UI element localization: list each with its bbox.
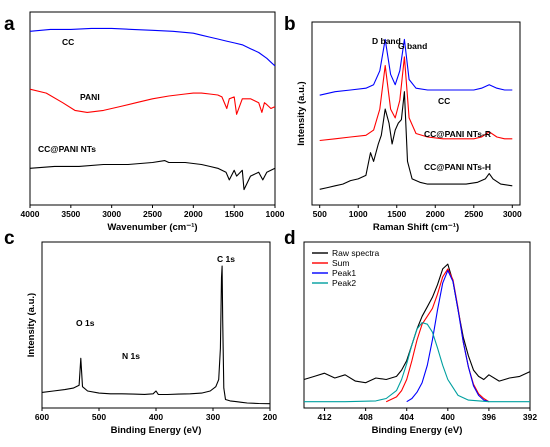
x-tick-label: 2500 [464,209,483,219]
y-axis-label: Intensity (a.u.) [296,81,307,145]
x-tick-label: 3000 [503,209,522,219]
series-label: PANI [80,92,100,102]
x-tick-label: 1500 [225,209,244,219]
x-tick-label: 2000 [426,209,445,219]
panel-label-a: a [4,14,15,35]
peak-annotation: D band [372,36,401,46]
x-tick-label: 1000 [266,209,285,219]
peak-annotation: O 1s [76,318,95,328]
series-line-b-2 [319,91,513,190]
x-tick-label: 2500 [143,209,162,219]
plot-frame [311,21,521,206]
x-tick-label: 1000 [349,209,368,219]
series-label: CC@PANI NTs-H [424,162,491,172]
x-tick-label: 392 [523,412,537,422]
x-tick-label: 300 [206,412,220,422]
legend-entry: Sum [332,258,349,268]
x-tick-label: 500 [313,209,327,219]
peak-annotation: N 1s [122,351,140,361]
panel-label-b: b [284,14,296,35]
series-line-d-2 [406,269,490,403]
x-tick-label: 404 [400,412,414,422]
x-tick-label: 500 [92,412,106,422]
panel-a: a 4000 3500 3000 2500 2000 1500 1000 Wavenumber … [4,11,285,233]
plot-frame [303,241,531,409]
legend-entry: Peak2 [332,278,356,288]
series-label: CC@PANI NTs-R [424,129,491,139]
series-label: CC@PANI NTs [38,144,96,154]
y-axis-label: Intensity (a.u.) [26,293,37,357]
x-tick-label: 3500 [61,209,80,219]
series-line-b-1 [319,56,513,142]
x-tick-label: 400 [441,412,455,422]
legend-entry: Peak1 [332,268,356,278]
panel-b: b 500 1000 1500 2000 2500 3000 Raman Shift (cm⁻… [284,14,522,233]
x-tick-label: 396 [482,412,496,422]
series-line-d-1 [385,268,490,403]
series-line-a-2 [29,160,276,191]
peak-annotation: C 1s [217,254,235,264]
x-tick-label: 4000 [21,209,40,219]
series-label: CC [62,37,74,47]
x-tick-label: 1500 [387,209,406,219]
series-line-d-3 [304,322,530,403]
panel-label-d: d [284,228,296,249]
x-tick-label: 600 [35,412,49,422]
series-line-b-0 [319,38,513,96]
series-line-a-0 [29,27,276,67]
x-tick-label: 408 [359,412,373,422]
x-tick-label: 200 [263,412,277,422]
x-tick-label: 412 [317,412,331,422]
x-axis-label: Wavenumber (cm⁻¹) [107,222,197,233]
legend-entry: Raw spectra [332,248,380,258]
panel-label-c: c [4,228,15,249]
peak-annotation: G band [398,41,427,51]
x-axis-label: Binding Energy (eV) [372,425,463,436]
series-label: CC [438,96,450,106]
panel-d: d 412 408 404 400 396 392 Binding Energy (eV) Ra… [284,228,537,436]
series-line-a-1 [29,88,276,115]
x-tick-label: 2000 [184,209,203,219]
x-tick-label: 3000 [102,209,121,219]
series-line-d-0 [303,263,531,384]
x-axis-label: Binding Energy (eV) [111,425,202,436]
x-axis-label: Raman Shift (cm⁻¹) [373,222,459,233]
x-tick-label: 400 [149,412,163,422]
series-line-c-0 [41,265,271,405]
panel-c: c 600 500 400 300 200 Binding Energy (eV) Inten… [4,228,277,436]
